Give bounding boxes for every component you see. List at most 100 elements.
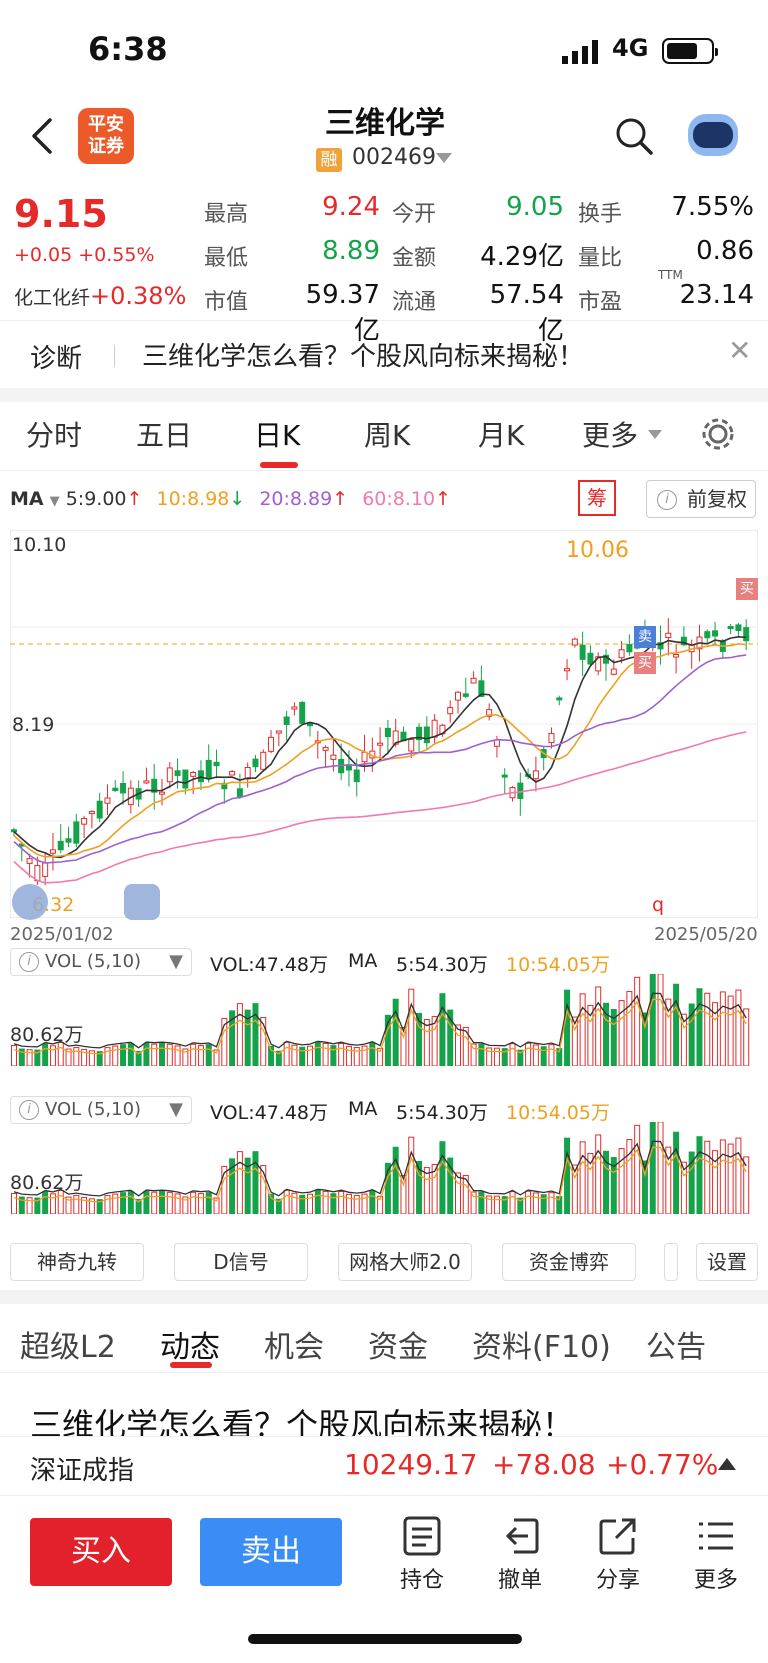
candle-body [88,811,95,815]
volume-chart[interactable] [10,974,758,1066]
candle-body [493,739,500,747]
stock-code[interactable]: 002469 [352,145,436,170]
candle-body [486,709,493,717]
volume-axis-label: 80.62万 [10,1024,84,1046]
volume-bar [719,1139,726,1214]
divider [0,470,768,471]
back-icon[interactable] [28,116,54,156]
indicator-selector[interactable]: i VOL (5,10) ▼ [10,1096,192,1124]
diagnosis-banner[interactable] [0,320,768,388]
expand-up-icon[interactable] [718,1458,736,1470]
quote-value: 9.24 [322,192,380,222]
volume-bar [384,1162,391,1214]
period-tab[interactable]: 更多 [582,419,639,452]
volume-bar [634,976,641,1066]
volume-bar [649,974,656,1066]
volume-bar [470,1191,477,1214]
volume-bar [673,983,680,1066]
period-tab[interactable]: 周K [364,419,411,452]
kline-chart[interactable] [10,530,758,918]
volume-value: VOL:47.48万 [210,954,328,976]
candle-body [556,697,563,701]
volume-bar [283,1189,290,1214]
candle-body [291,706,298,710]
tool-button-partial[interactable] [664,1243,678,1281]
volume-chart[interactable] [10,1122,758,1214]
quote-label: 最低 [204,246,249,271]
news-tab[interactable]: 资金 [368,1330,428,1365]
more-caret-icon[interactable] [648,430,662,440]
news-tab[interactable]: 超级L2 [20,1330,116,1365]
news-tab[interactable]: 机会 [264,1330,324,1365]
expand-left-icon[interactable] [12,884,48,920]
volume-bar [517,1197,524,1214]
volume-bar [11,1193,17,1214]
sell-button[interactable]: 卖出 [200,1518,342,1586]
buy-button[interactable]: 买入 [30,1518,172,1586]
search-icon[interactable] [614,116,654,156]
candle-body [11,829,17,833]
diagnosis-text[interactable]: 三维化学怎么看？个股风向标来揭秘！ [142,342,585,372]
start-date: 2025/01/02 [10,924,114,945]
period-tab[interactable]: 分时 [26,419,83,452]
volume-bar [688,1003,695,1066]
sector-change[interactable]: 化工化纤+0.38% [14,282,187,310]
vol-ma10-line [13,998,747,1055]
volume-bar [221,1017,228,1066]
candle-body [322,747,329,751]
tool-button[interactable]: 资金博弈 [502,1243,636,1281]
volume-bar [244,1009,251,1066]
volume-bar [159,1042,165,1066]
assistant-robot-icon[interactable] [688,114,738,156]
volume-bar [275,1050,282,1066]
volume-bar [49,1045,56,1066]
volume-bar [743,1156,750,1214]
chip-distribution-button[interactable]: 筹 [578,480,616,516]
candle-body [275,730,282,734]
tool-button[interactable]: 网格大师2.0 [338,1243,472,1281]
news-tab[interactable]: 公告 [646,1330,706,1365]
period-tab[interactable]: 日K [254,419,301,452]
volume-bar [735,1137,742,1214]
volume-bar [493,1195,500,1214]
candle-body [377,742,384,746]
indicator-selector[interactable]: i VOL (5,10) ▼ [10,948,192,976]
quote-label: 流通 [392,290,437,315]
tool-button[interactable]: D信号 [174,1243,308,1281]
index-ticker[interactable] [0,1436,768,1496]
undo-icon [505,1518,539,1554]
adjust-button[interactable]: i 前复权 [646,480,756,518]
volume-bar [205,1044,212,1066]
caret-down-icon[interactable] [436,153,452,165]
period-tab[interactable]: 月K [478,419,525,452]
ma10-line [13,642,747,858]
buy-tag: 买 [634,652,656,674]
candle-body [384,727,391,738]
fullscreen-icon[interactable] [124,884,160,920]
tool-button[interactable]: 设置 [696,1243,758,1281]
volume-bar [42,1043,49,1066]
volume-bar [338,1190,345,1214]
candle-body [268,736,275,752]
share-button[interactable]: 分享 [578,1516,658,1594]
volume-bar [213,1197,220,1214]
period-tab[interactable]: 五日 [136,419,193,452]
more-button[interactable]: 更多 [676,1516,756,1594]
ma-legend[interactable]: MA ▼ 5:9.00↑ 10:8.98↓ 20:8.89↑ 60:8.10↑ [10,488,452,510]
news-tab[interactable]: 资料(F10) [472,1330,611,1365]
volume-bar [493,1047,500,1066]
volume-bar [120,1044,127,1066]
tool-button[interactable]: 神奇九转 [10,1243,144,1281]
candle-body [408,738,415,752]
cancel-order-button[interactable]: 撤单 [480,1516,560,1594]
volume-bar [65,1048,72,1066]
gear-icon[interactable] [700,416,736,452]
quote-label: 金额 [392,246,437,271]
vol-ma5-line [13,1140,747,1197]
holdings-button[interactable]: 持仓 [382,1516,462,1594]
volume-bar [57,1189,64,1214]
volume-bar [696,988,703,1066]
news-tab[interactable]: 动态 [160,1330,220,1365]
volume-bar [680,1161,687,1214]
close-icon[interactable]: ✕ [728,334,752,367]
